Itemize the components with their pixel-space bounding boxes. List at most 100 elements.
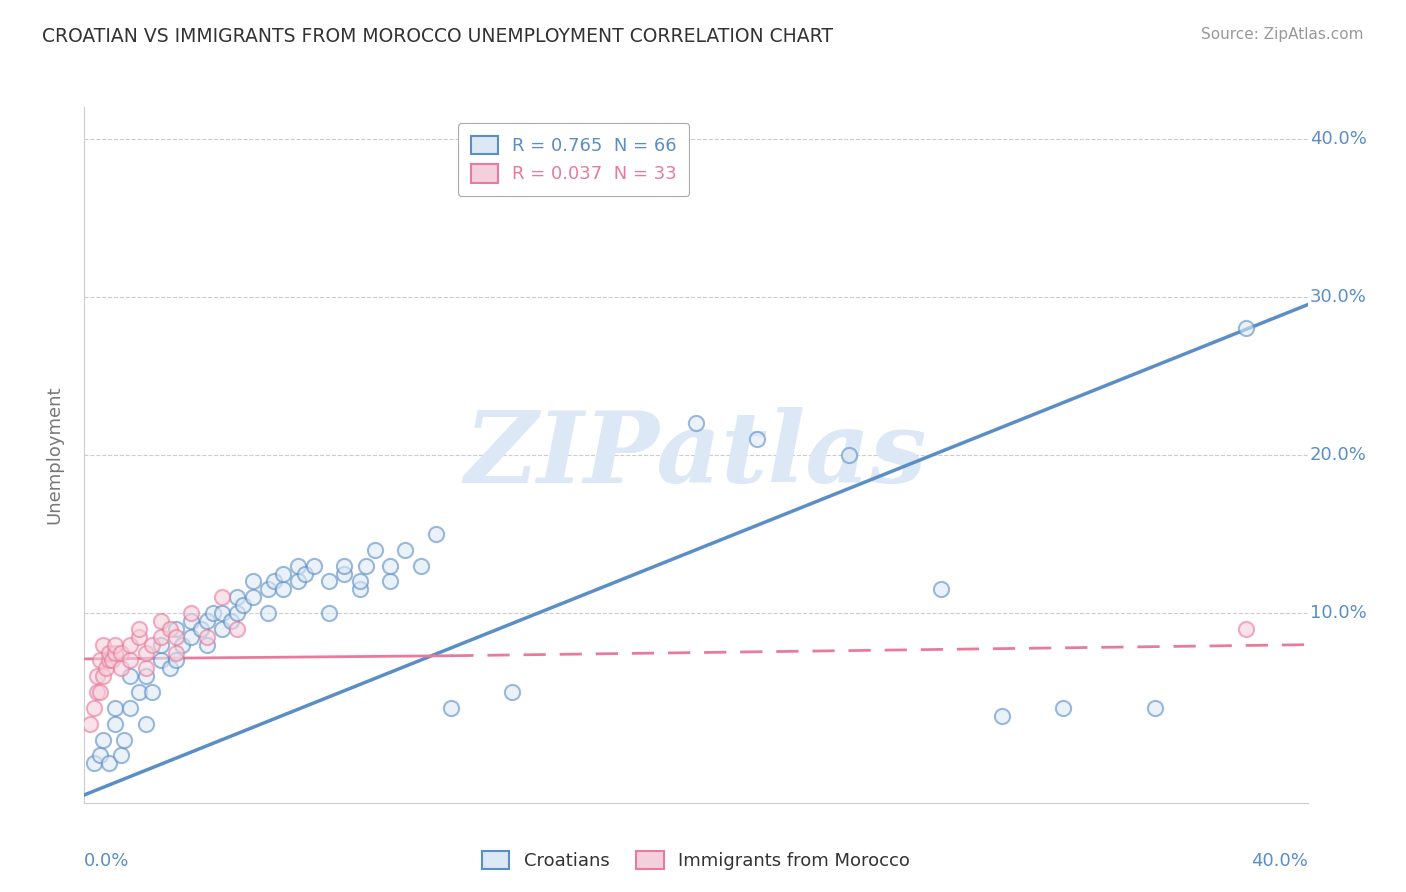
Point [110,748,132,763]
Point [149,653,172,667]
Point [318,574,340,589]
Point [128,685,150,699]
Point [83,701,105,715]
Point [165,646,187,660]
Point [1052,701,1074,715]
Point [128,622,150,636]
Point [354,558,377,573]
Point [91,638,114,652]
Point [165,630,187,644]
Point [1234,622,1257,636]
Point [271,582,294,597]
Point [110,661,132,675]
Point [135,661,157,675]
Point [201,606,224,620]
Point [333,566,356,581]
Point [195,638,218,652]
Point [101,653,124,667]
Point [838,448,860,462]
Point [287,558,309,573]
Point [211,606,233,620]
Point [271,566,294,581]
Point [91,732,114,747]
Point [294,566,316,581]
Legend: Croatians, Immigrants from Morocco: Croatians, Immigrants from Morocco [475,844,917,877]
Point [318,606,340,620]
Point [97,653,120,667]
Point [112,732,135,747]
Point [195,614,218,628]
Point [120,653,142,667]
Point [1234,321,1257,335]
Text: 0.0%: 0.0% [84,852,129,870]
Point [440,701,463,715]
Point [242,591,264,605]
Text: 20.0%: 20.0% [1310,446,1367,464]
Point [425,527,447,541]
Text: ZIPatlas: ZIPatlas [465,407,927,503]
Point [79,716,101,731]
Y-axis label: Unemployment: Unemployment [45,385,63,524]
Point [257,606,280,620]
Point [180,614,202,628]
Point [172,638,194,652]
Point [149,630,172,644]
Point [89,748,111,763]
Point [287,574,309,589]
Point [97,756,120,771]
Point [747,432,769,446]
Point [110,646,132,660]
Point [120,669,142,683]
Point [409,558,432,573]
Point [91,669,114,683]
Point [333,558,356,573]
Point [190,622,212,636]
Point [991,708,1014,723]
Point [165,653,187,667]
Point [211,622,233,636]
Point [364,542,387,557]
Text: Source: ZipAtlas.com: Source: ZipAtlas.com [1201,27,1364,42]
Text: 10.0%: 10.0% [1310,604,1367,622]
Point [104,701,127,715]
Text: CROATIAN VS IMMIGRANTS FROM MOROCCO UNEMPLOYMENT CORRELATION CHART: CROATIAN VS IMMIGRANTS FROM MOROCCO UNEM… [42,27,834,45]
Point [302,558,325,573]
Point [104,638,127,652]
Point [135,669,157,683]
Point [141,685,163,699]
Point [1143,701,1166,715]
Point [89,653,111,667]
Point [263,574,285,589]
Point [120,638,142,652]
Point [89,685,111,699]
Point [232,598,254,612]
Point [180,606,202,620]
Point [211,591,233,605]
Text: 40.0%: 40.0% [1251,852,1308,870]
Point [83,756,105,771]
Point [394,542,416,557]
Point [165,622,187,636]
Point [349,574,371,589]
Point [257,582,280,597]
Point [502,685,524,699]
Point [195,630,218,644]
Point [929,582,952,597]
Point [135,716,157,731]
Point [86,685,108,699]
Text: 30.0%: 30.0% [1310,288,1367,306]
Point [86,669,108,683]
Point [226,606,249,620]
Point [135,646,157,660]
Text: 40.0%: 40.0% [1310,129,1367,148]
Point [226,591,249,605]
Point [149,614,172,628]
Point [159,622,181,636]
Point [159,661,181,675]
Point [141,638,163,652]
Point [149,638,172,652]
Point [380,558,402,573]
Point [226,622,249,636]
Point [380,574,402,589]
Point [180,630,202,644]
